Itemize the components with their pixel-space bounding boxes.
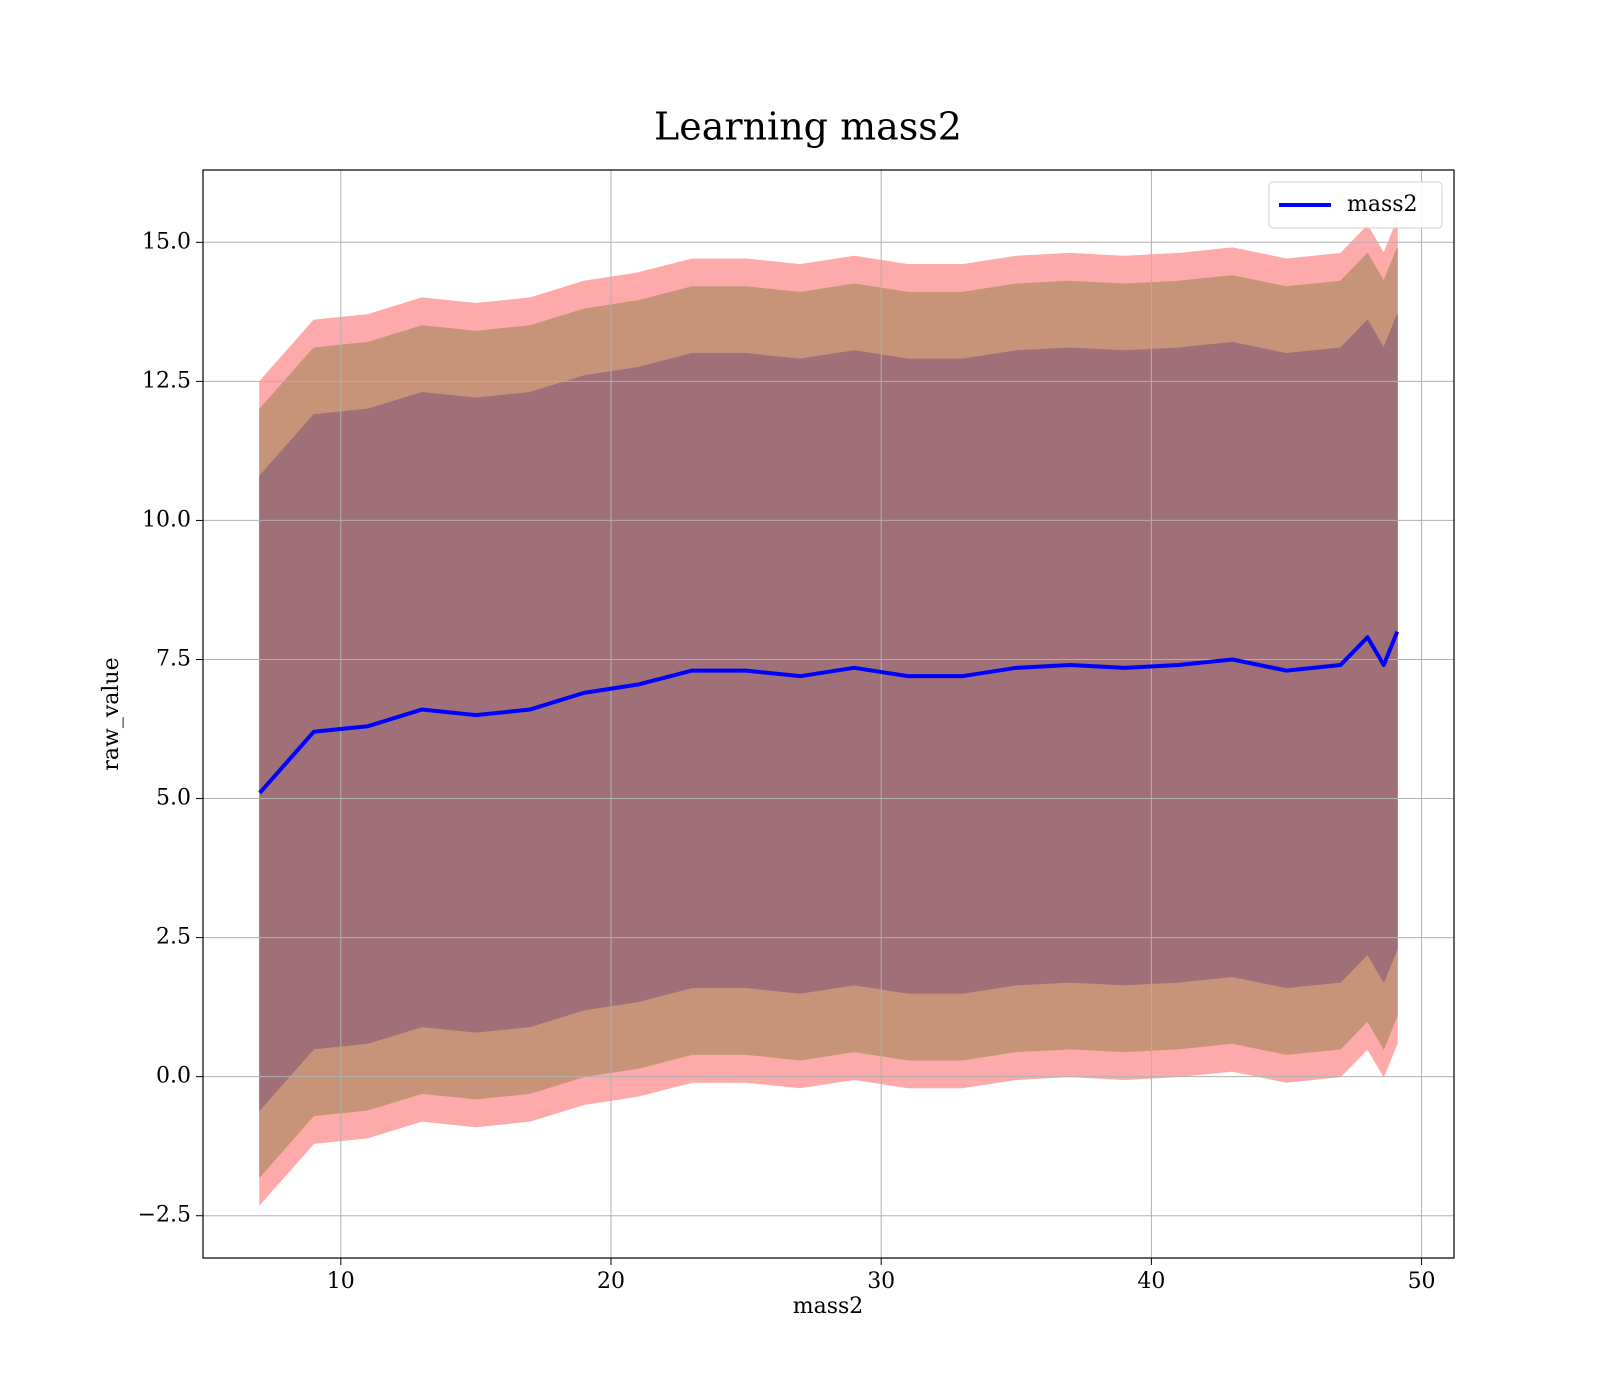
- x-tick-label: 20: [597, 1269, 625, 1294]
- y-tick-label: 15.0: [142, 229, 191, 254]
- labels: 10 20 30 40 50 −2.5 0.0 2.5 5.0 7.5 10.0 12.5 15.0 ma…: [138, 181, 1443, 1294]
- x-axis-label: mass2: [793, 1294, 864, 1319]
- legend-box: [1268, 181, 1443, 229]
- data-line: [258, 630, 1400, 795]
- legend-label: mass2: [1347, 192, 1418, 217]
- x-tick-label: 10: [327, 1269, 355, 1294]
- bands: [259, 219, 1398, 1206]
- y-tick-label: 0.0: [156, 1064, 191, 1089]
- y-tick-label: 7.5: [156, 646, 191, 671]
- y-axis-label: raw_value: [99, 657, 124, 770]
- y-tick-label: −2.5: [138, 1203, 191, 1228]
- confidence-band: [259, 314, 1398, 1112]
- x-tick-label: 40: [1137, 1269, 1165, 1294]
- x-tick-label: 50: [1408, 1269, 1436, 1294]
- y-tick-label: 12.5: [142, 368, 191, 393]
- grid: [203, 170, 1454, 1258]
- y-tick-label: 2.5: [156, 925, 191, 950]
- y-tick-label: 10.0: [142, 507, 191, 532]
- lines: [258, 630, 1400, 795]
- chart-title: Learning mass2: [654, 105, 962, 149]
- plot-frame: [202, 169, 1455, 1259]
- x-tick-label: 30: [867, 1269, 895, 1294]
- y-tick-label: 5.0: [156, 786, 191, 811]
